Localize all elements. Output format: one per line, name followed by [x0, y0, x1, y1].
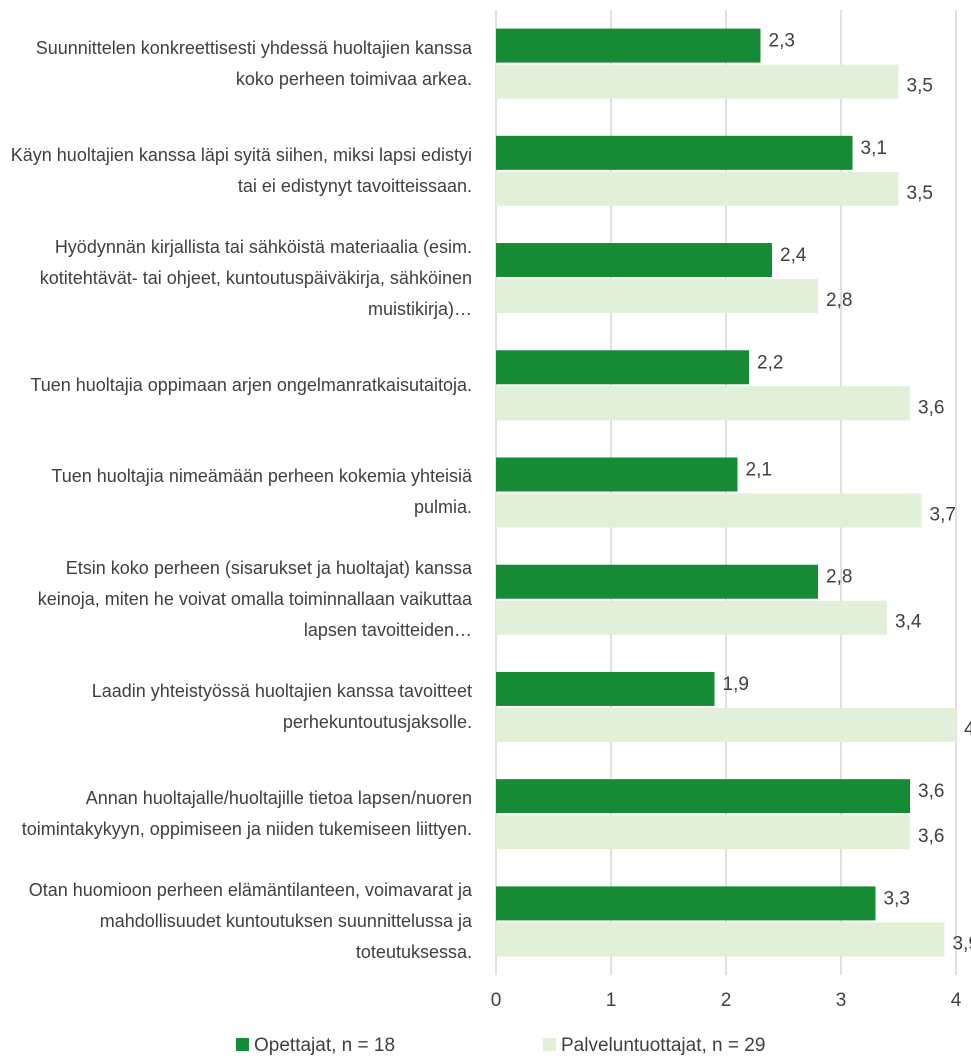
bar: [496, 386, 910, 421]
bar: [496, 279, 818, 314]
category-label: Annan huoltajalle/huoltajille tietoa lap…: [0, 761, 472, 868]
bar: [496, 457, 738, 492]
value-label: 3,1: [861, 138, 887, 159]
bar: [496, 779, 910, 814]
bar: [496, 600, 887, 635]
category-label: Otan huomioon perheen elämäntilanteen, v…: [0, 868, 472, 975]
value-label: 3,7: [930, 505, 956, 526]
value-label: 3,6: [918, 826, 944, 847]
value-label: 2,8: [826, 567, 852, 588]
bar: [496, 350, 749, 385]
value-label: 2,3: [769, 31, 795, 52]
x-tick-label: 3: [836, 990, 847, 1011]
category-label: Etsin koko perheen (sisarukset ja huolta…: [0, 546, 472, 653]
value-label: 3,3: [884, 888, 910, 909]
category-text: Suunnittelen konkreettisesti yhdessä huo…: [35, 37, 472, 89]
category-label: Tuen huoltajia oppimaan arjen ongelmanra…: [0, 332, 472, 439]
value-label: 2,1: [746, 460, 772, 481]
value-label: 2,4: [780, 245, 807, 266]
value-label: 2,2: [757, 352, 783, 373]
bar: [496, 64, 899, 99]
value-label: 3,5: [907, 183, 933, 204]
value-label: 4,0: [964, 719, 971, 740]
category-label: Käyn huoltajien kanssa läpi syitä siihen…: [0, 117, 472, 224]
x-tick-label: 0: [491, 990, 502, 1011]
category-text: Tuen huoltajia oppimaan arjen ongelmanra…: [30, 374, 472, 395]
bar: [496, 564, 818, 599]
x-tick-label: 4: [951, 990, 962, 1011]
x-tick-label: 1: [606, 990, 617, 1011]
category-text: Etsin koko perheen (sisarukset ja huolta…: [37, 558, 472, 641]
value-label: 3,9: [953, 933, 971, 954]
value-label: 1,9: [723, 674, 749, 695]
x-tick-label: 2: [721, 990, 732, 1011]
category-text: Tuen huoltajia nimeämään perheen kokemia…: [51, 466, 472, 518]
category-text: Käyn huoltajien kanssa läpi syitä siihen…: [10, 144, 472, 196]
value-label: 3,6: [918, 781, 944, 802]
bar: [496, 671, 715, 706]
bar: [496, 815, 910, 850]
bar: [496, 243, 772, 278]
bar: [496, 922, 945, 957]
bar: [496, 135, 853, 170]
legend-swatch: [543, 1038, 556, 1051]
category-label: Suunnittelen konkreettisesti yhdessä huo…: [0, 10, 472, 117]
category-label: Tuen huoltajia nimeämään perheen kokemia…: [0, 439, 472, 546]
bar: [496, 707, 956, 742]
bar: [496, 171, 899, 206]
value-label: 3,6: [918, 397, 944, 418]
category-label: Hyödynnän kirjallista tai sähköistä mate…: [0, 224, 472, 331]
bar: [496, 493, 922, 528]
legend-label: Opettajat, n = 18: [254, 1035, 395, 1056]
category-text: Otan huomioon perheen elämäntilanteen, v…: [28, 879, 472, 962]
value-label: 3,4: [895, 612, 922, 633]
category-text: Laadin yhteistyössä huoltajien kanssa ta…: [91, 680, 472, 732]
bar: [496, 886, 876, 921]
legend-swatch: [236, 1038, 249, 1051]
category-label: Laadin yhteistyössä huoltajien kanssa ta…: [0, 653, 472, 760]
value-label: 3,5: [907, 76, 933, 97]
bar: [496, 28, 761, 63]
value-label: 2,8: [826, 290, 852, 311]
category-text: Annan huoltajalle/huoltajille tietoa lap…: [21, 788, 472, 840]
category-text: Hyödynnän kirjallista tai sähköistä mate…: [39, 236, 472, 319]
legend-label: Palveluntuottajat, n = 29: [561, 1035, 765, 1056]
